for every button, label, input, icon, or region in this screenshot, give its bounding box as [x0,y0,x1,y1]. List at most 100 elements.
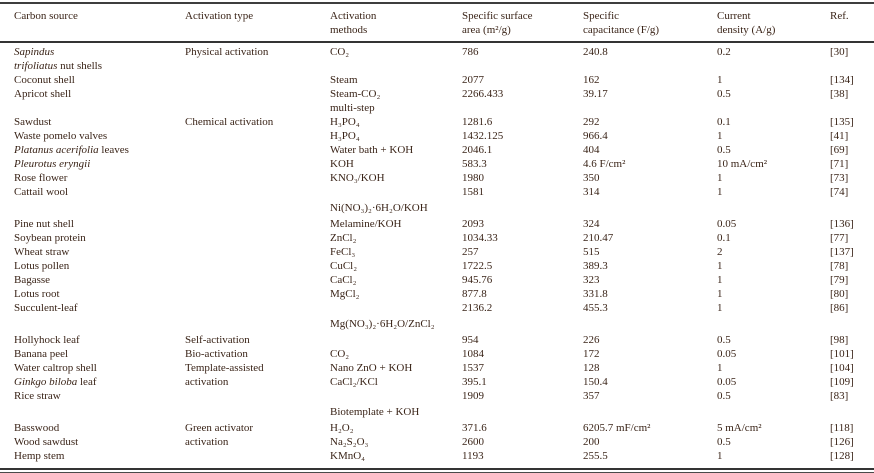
cell-specific-capacitance [583,317,717,331]
cell-activation-methods: H₃PO₄ [330,130,360,142]
cell-specific-surface-area: 1281.6 [462,116,493,128]
table-row: Apricot shell Steam-CO₂ 2266.433 39.17 0.5 [3… [0,87,874,101]
cell-ref: [41] [830,130,849,142]
cell-ref: [78] [830,260,849,272]
table-header-rule [0,41,874,43]
cell-activation-type: Template-assisted [185,362,264,374]
cell-activation-methods: KNO₃/KOH [330,172,385,184]
cell-activation-type [185,157,330,171]
cell-activation-type: Physical activation [185,46,269,58]
cell-specific-surface-area: 1084 [462,348,484,360]
cell-specific-surface-area [462,201,583,215]
table-row: Rice straw 1909 357 0.5 [83] [0,389,874,403]
cell-current-density: 0.5 [717,88,731,100]
cell-activation-type: Bio-activation [185,348,248,360]
cell-carbon-source: Banana peel [14,348,69,360]
cell-ref: [30] [830,46,849,58]
cell-specific-capacitance: 226 [583,334,600,346]
cell-specific-surface-area: 2077 [462,74,484,86]
cell-current-density: 0.5 [717,390,731,402]
table-row: Platanus acerifolia leaves Water bath + K… [0,143,874,157]
cell-ref [830,101,874,115]
cell-ref [830,201,874,215]
cell-specific-surface-area: 2046.1 [462,144,493,156]
cell-ref: [136] [830,218,854,230]
cell-activation-type [185,389,330,403]
table-row: Basswood Green activator H₂O₂ 371.6 6205.7 m… [0,421,874,435]
cell-ref: [77] [830,232,849,244]
cell-current-density [717,59,830,73]
cell-carbon-source [14,405,185,419]
cell-activation-methods [330,333,462,347]
cell-ref: [137] [830,246,854,258]
cell-current-density: 1 [717,274,723,286]
table-row: Pleurotus eryngii KOH 583.3 4.6 F/cm² 10 mA/… [0,157,874,171]
cell-activation-type [185,101,330,115]
cell-carbon-source: Platanus acerifolia leaves [14,143,185,157]
table-header-row: Carbon source Activation type Activation me… [0,4,874,41]
cell-activation-methods [330,301,462,315]
table-top-rule [0,2,874,4]
cell-specific-surface-area: 2600 [462,436,484,448]
cell-specific-capacitance: 455.3 [583,302,608,314]
cell-activation-methods: Steam-CO₂ [330,88,381,100]
cell-carbon-source: Bagasse [14,274,51,286]
cell-carbon-source [14,317,185,331]
cell-current-density [717,101,830,115]
cell-carbon-source: Sawdust [14,116,52,128]
cell-specific-capacitance: 515 [583,246,600,258]
table-body: Sapindus Physical activation CO₂ 786 240.8 0.… [0,43,874,465]
cell-ref [830,317,874,331]
cell-specific-surface-area: 786 [462,46,479,58]
cell-specific-surface-area [462,405,583,419]
cell-activation-methods: KMnO₄ [330,450,366,462]
cell-activation-methods: Steam [330,74,358,86]
cell-current-density: 1 [717,130,723,142]
cell-activation-methods: MgCl₂ [330,288,360,300]
table-row: Coconut shell Steam 2077 162 1 [134] [0,73,874,87]
cell-carbon-source [14,201,185,215]
cell-specific-capacitance: 240.8 [583,46,608,58]
table-row: Waste pomelo valves H₃PO₄ 1432.125 966.4 1 [4… [0,129,874,143]
cell-specific-capacitance: 389.3 [583,260,608,272]
species-name-italic: Sapindus [14,46,55,58]
cell-activation-methods: H₃PO₄ [330,116,360,128]
cell-activation-methods: KOH [330,158,354,170]
table-row: Sapindus Physical activation CO₂ 786 240.8 0.… [0,45,874,59]
cell-specific-capacitance: 966.4 [583,130,608,142]
cell-current-density: 1 [717,260,723,272]
cell-carbon-source: Soybean protein [14,232,86,244]
cell-specific-surface-area: 1537 [462,362,484,374]
cell-activation-type: activation [185,436,229,448]
cell-specific-capacitance: 331.8 [583,288,608,300]
cell-ref: [126] [830,436,854,448]
column-header-activation-type: Activation type [185,10,254,22]
cell-ref: [128] [830,450,854,462]
table-row: Rose flower KNO₃/KOH 1980 350 1 [73] [0,171,874,185]
cell-specific-capacitance: 324 [583,218,600,230]
cell-activation-type [185,185,330,199]
cell-activation-type: Green activator [185,422,254,434]
cell-current-density: 0.5 [717,144,731,156]
cell-carbon-source: Apricot shell [14,88,72,100]
cell-carbon-source: Rice straw [14,390,61,402]
cell-activation-methods: CuCl₂ [330,260,358,272]
cell-ref: [98] [830,334,849,346]
column-header-specific-surface-area: Specific surface area (m²/g) [462,10,533,36]
cell-activation-methods: Biotemplate + KOH [330,406,420,418]
cell-specific-capacitance: 39.17 [583,88,608,100]
cell-activation-methods: CO₂ [330,46,350,58]
cell-current-density: 1 [717,362,723,374]
cell-specific-capacitance: 314 [583,186,600,198]
cell-activation-methods: Nano ZnO + KOH [330,362,413,374]
cell-activation-methods: Mg(NO₃)₂·6H₂O/ZnCl₂ [330,318,435,330]
cell-carbon-source: Wood sawdust [14,436,79,448]
cell-specific-capacitance: 255.5 [583,450,608,462]
cell-specific-capacitance: 162 [583,74,600,86]
cell-activation-type [185,287,330,301]
cell-ref: [109] [830,376,854,388]
cell-specific-surface-area: 1193 [462,450,484,462]
cell-activation-methods: multi-step [330,102,375,114]
table-row: Cattail wool 1581 314 1 [74] [0,185,874,199]
cell-ref [830,59,874,73]
